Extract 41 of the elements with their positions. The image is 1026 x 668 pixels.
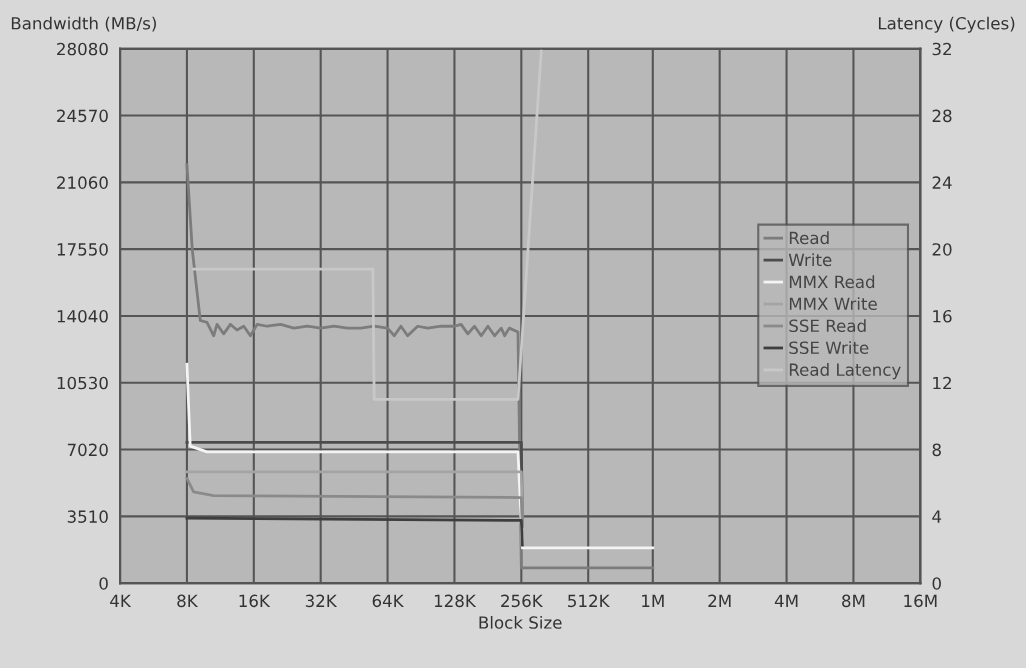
y2-tick-label: 24 (932, 176, 952, 189)
y2-tick-label: 12 (933, 376, 951, 390)
x-tick-label: 4M (774, 594, 798, 607)
y2-tick-label: 8 (932, 443, 941, 457)
legend-label: SSE Write (789, 341, 869, 355)
x-axis-title: Block Size (479, 615, 562, 629)
y-tick-label: 3510 (67, 510, 108, 523)
y2-tick-label: 0 (932, 577, 941, 590)
y-tick-label: 28080 (57, 42, 108, 56)
legend-label: SSE Read (789, 319, 866, 333)
y2-tick-label: 20 (932, 243, 952, 256)
x-tick-label: 8M (842, 594, 865, 608)
legend-label: Read (789, 231, 829, 245)
x-tick-label: 512K (568, 594, 610, 608)
x-tick-label: 32K (305, 594, 338, 608)
y-tick-label: 10530 (57, 376, 108, 390)
x-tick-label: 4K (110, 594, 132, 607)
y-tick-label: 24570 (57, 109, 108, 123)
x-tick-label: 256K (501, 594, 544, 608)
y2-tick-label: 16 (933, 309, 952, 323)
y2-tick-label: 28 (932, 109, 952, 123)
y-tick-label: 21060 (57, 176, 108, 189)
y-axis-title: Bandwidth (MB/s) (11, 16, 156, 32)
y-tick-label: 7020 (67, 443, 108, 457)
x-tick-label: 16K (239, 594, 271, 608)
x-tick-label: 16M (904, 594, 937, 608)
legend-label: MMX Write (789, 297, 877, 311)
x-tick-label: 8K (177, 594, 199, 608)
y-tick-label: 0 (99, 577, 108, 590)
x-tick-label: 2M (708, 594, 731, 607)
legend-label: Write (788, 253, 832, 267)
y2-tick-label: 4 (932, 510, 942, 523)
x-tick-label: 128K (434, 594, 477, 608)
legend-label: Read Latency (789, 363, 901, 380)
y2-axis-title: Latency (Cycles) (878, 16, 1015, 33)
legend-label: MMX Read (789, 275, 875, 289)
y-tick-label: 17550 (57, 243, 108, 256)
x-tick-label: 64K (372, 594, 404, 608)
x-tick-label: 1M (642, 594, 664, 607)
y-tick-label: 14040 (57, 309, 108, 323)
y2-tick-label: 32 (932, 42, 951, 56)
